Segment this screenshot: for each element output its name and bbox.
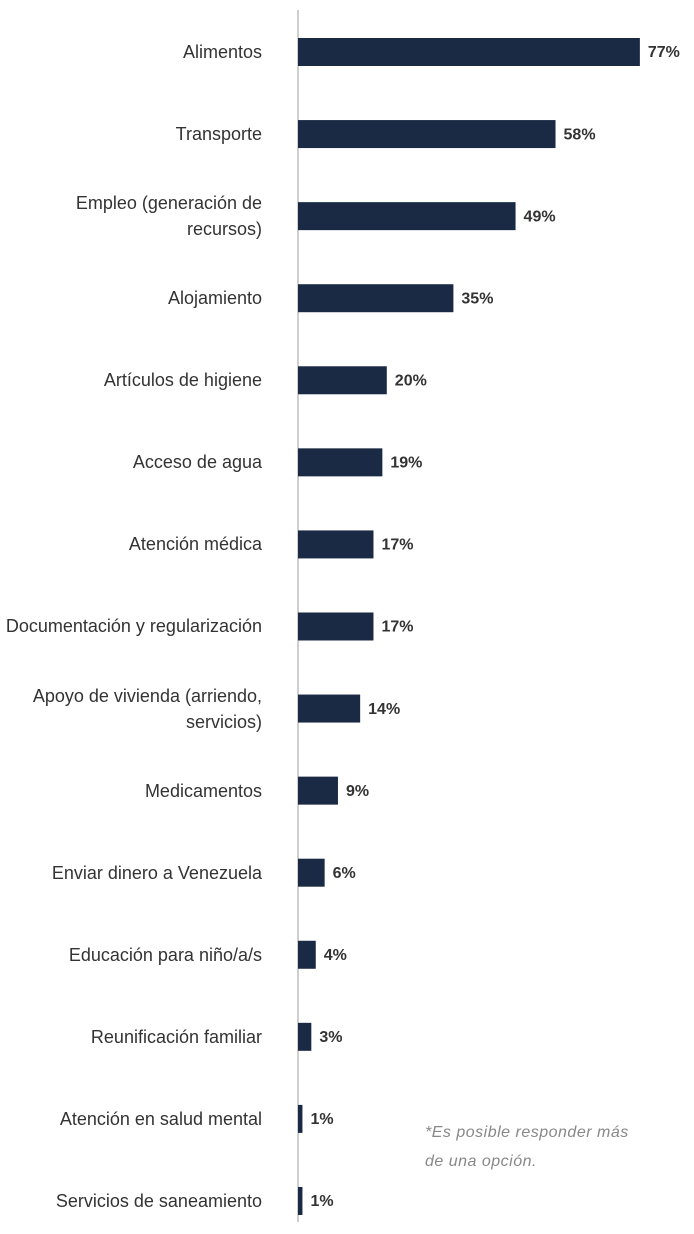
value-label: 1% <box>310 1111 333 1128</box>
category-label: Documentación y regularización <box>5 616 262 637</box>
category-label: Reunificación familiar <box>90 1026 262 1047</box>
bar <box>298 284 454 313</box>
value-label: 20% <box>395 372 427 389</box>
bar <box>298 1104 303 1133</box>
bar <box>298 694 361 723</box>
bar <box>298 1022 312 1051</box>
category-label: Enviar dinero a Venezuela <box>51 862 262 883</box>
category-label: Empleo (generación de recursos) <box>75 193 262 240</box>
value-label: 49% <box>524 208 556 225</box>
bar <box>298 1186 303 1215</box>
bar <box>298 940 316 969</box>
category-label: Atención en salud mental <box>59 1108 262 1129</box>
bar <box>298 858 325 887</box>
category-label: Alojamiento <box>167 288 262 309</box>
value-label: 6% <box>333 865 356 882</box>
category-label: Alimentos <box>182 42 262 62</box>
category-label: Medicamentos <box>144 780 262 801</box>
category-label: Transporte <box>175 124 262 145</box>
value-label: 58% <box>564 126 596 143</box>
value-label: 1% <box>310 1193 333 1210</box>
value-label: 35% <box>461 290 493 307</box>
value-label: 17% <box>381 619 413 636</box>
value-label: 9% <box>346 783 369 800</box>
category-label: Educación para niño/a/s <box>68 944 262 965</box>
bar <box>298 202 516 231</box>
value-label: 14% <box>368 701 400 718</box>
bar <box>298 38 640 66</box>
bar <box>298 120 556 149</box>
bar <box>298 776 338 805</box>
value-label: 4% <box>324 947 347 964</box>
category-label: Atención médica <box>128 534 262 555</box>
value-label: 3% <box>319 1029 342 1046</box>
value-label: 77% <box>648 44 680 61</box>
bar <box>298 612 374 641</box>
category-label: Artículos de higiene <box>103 370 262 391</box>
value-label: 19% <box>390 455 422 472</box>
category-label: Servicios de saneamiento <box>55 1190 262 1211</box>
bar <box>298 366 387 395</box>
category-label: Apoyo de vivienda (arriendo, servicios) <box>32 685 262 732</box>
bar <box>298 530 374 559</box>
category-label: Acceso de agua <box>132 452 262 473</box>
value-label: 17% <box>381 537 413 554</box>
note: *Es posible responder más de una opción. <box>425 1124 629 1170</box>
bar <box>298 448 383 477</box>
